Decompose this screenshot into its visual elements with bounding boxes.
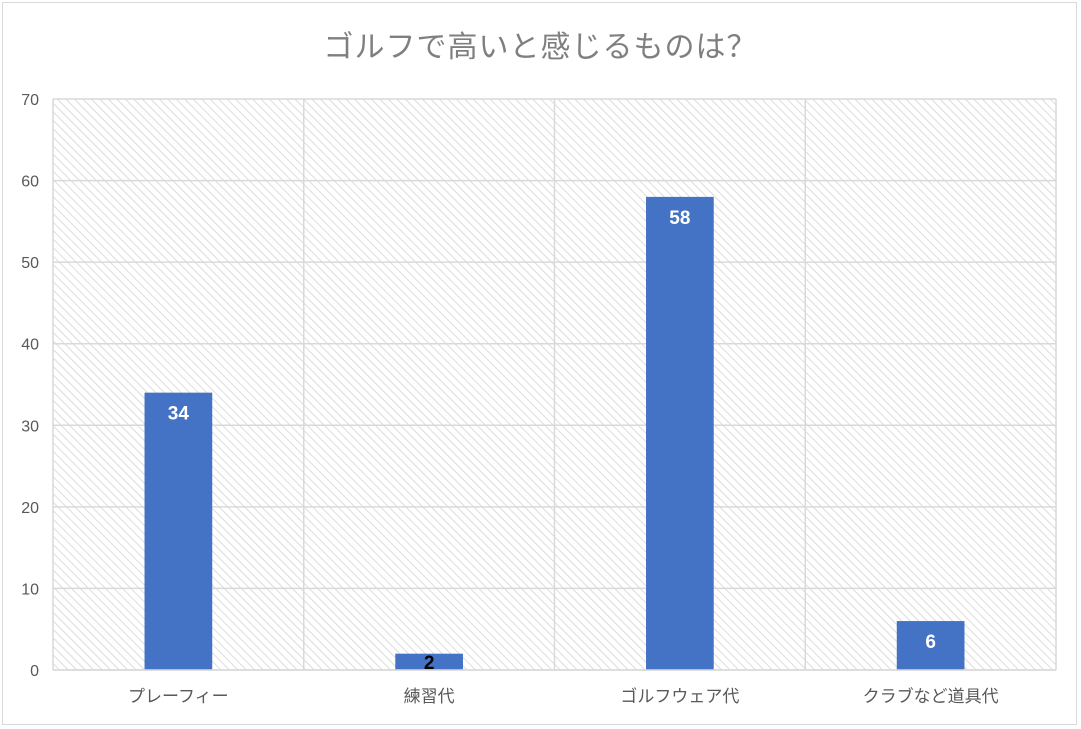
data-label: 34: [168, 404, 190, 425]
y-axis: 0 10 20 30 40 50 60 70: [21, 92, 39, 680]
y-tick-label: 30: [21, 418, 39, 435]
data-label: 58: [669, 208, 690, 229]
x-tick-label: プレーフィー: [128, 687, 229, 707]
y-tick-label: 0: [30, 663, 39, 680]
data-label: 2: [424, 653, 435, 674]
y-tick-label: 50: [21, 255, 39, 272]
data-label: 6: [925, 632, 936, 653]
x-tick-label: 練習代: [404, 687, 455, 707]
y-tick-label: 70: [21, 92, 39, 109]
bar: [144, 392, 213, 670]
x-tick-label: クラブなど道具代: [863, 686, 999, 707]
bar: [646, 196, 714, 670]
y-tick-label: 60: [21, 174, 39, 191]
bars: 34 2 58 6: [144, 196, 965, 674]
y-tick-label: 40: [21, 337, 39, 354]
bar: [896, 621, 965, 670]
bar: [395, 653, 463, 670]
y-tick-label: 20: [21, 500, 39, 517]
y-tick-label: 10: [21, 581, 39, 598]
x-tick-label: ゴルフウェア代: [620, 686, 739, 707]
x-axis: プレーフィー 練習代 ゴルフウェア代 クラブなど道具代: [53, 669, 1056, 707]
chart-title: ゴルフで高いと感じるものは？: [323, 30, 758, 65]
